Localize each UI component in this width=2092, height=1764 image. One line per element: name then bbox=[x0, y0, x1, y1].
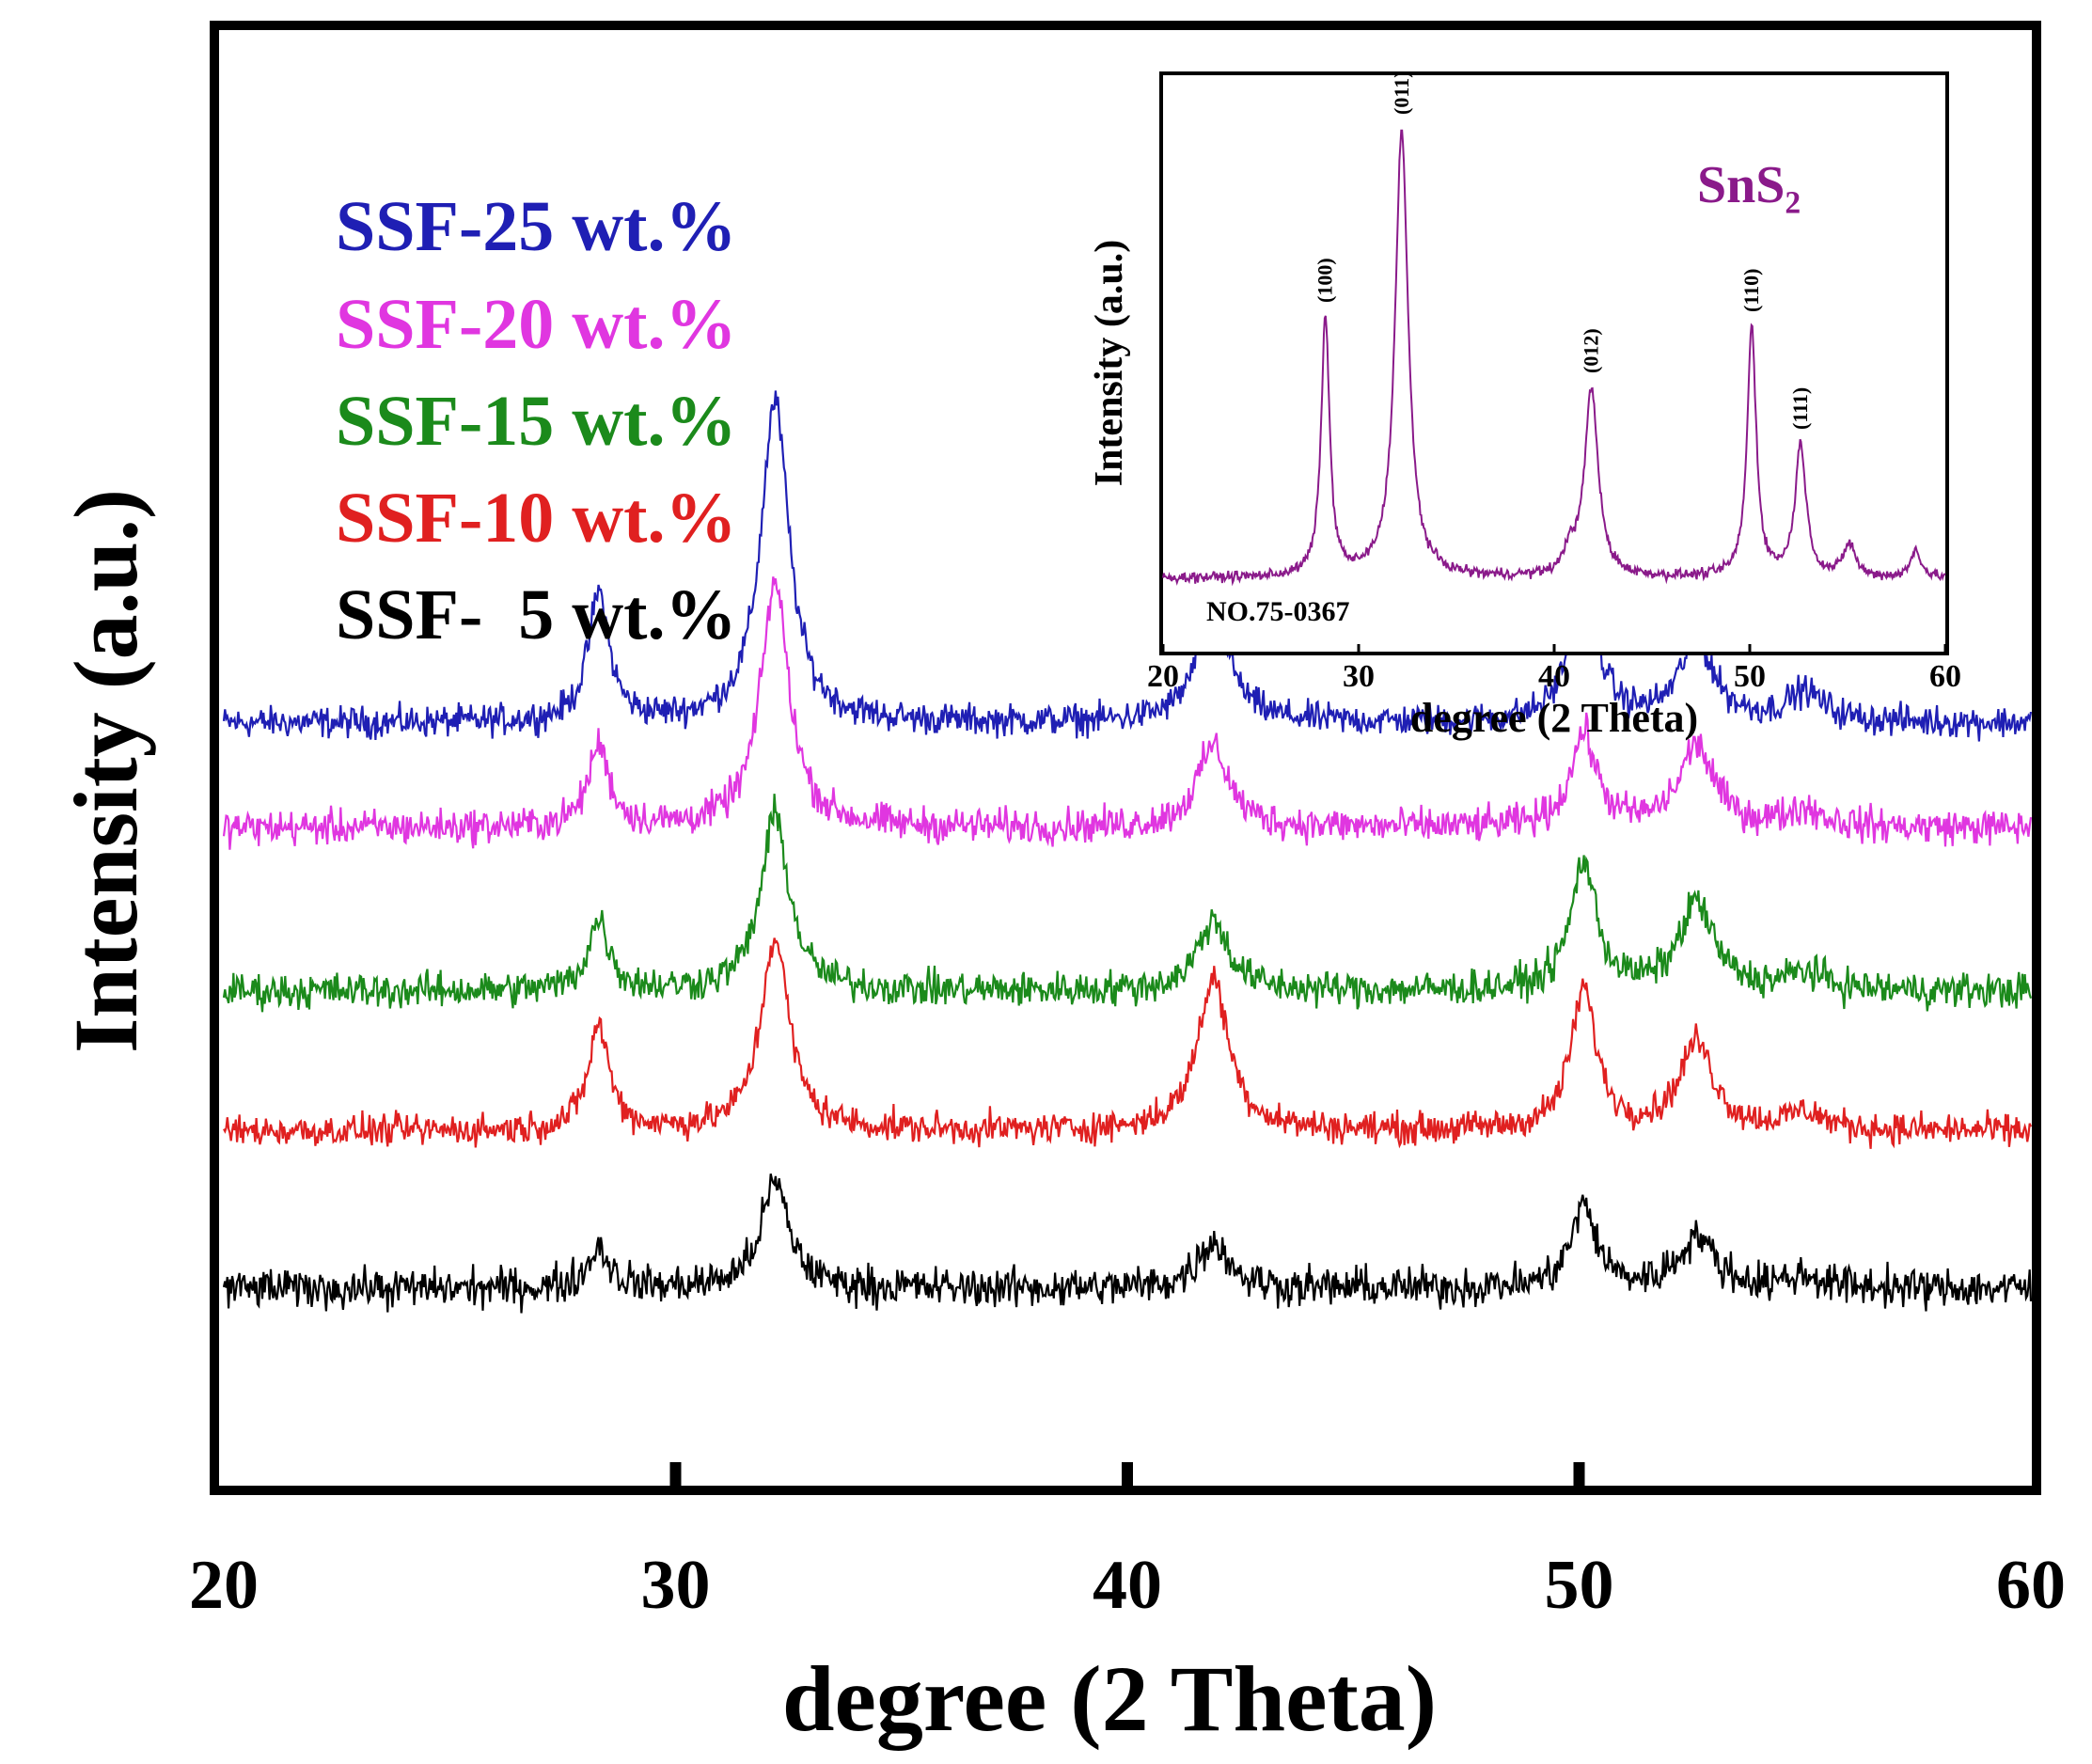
main-x-tick-label-20: 20 bbox=[189, 1547, 259, 1624]
series-line-2 bbox=[222, 794, 2033, 1013]
main-x-tick-label-30: 30 bbox=[641, 1547, 711, 1624]
main-plot-curves bbox=[222, 390, 2033, 1314]
inset-x-tick-label-50: 50 bbox=[1734, 659, 1766, 694]
inset-peak-label: (012) bbox=[1580, 328, 1603, 373]
inset-peak-label: (111) bbox=[1788, 387, 1812, 430]
main-x-ticks: 20 30 40 50 60 bbox=[189, 1462, 2066, 1624]
inset-peak-labels: (100) (011) (012) (110) (111) bbox=[1313, 71, 1813, 430]
main-x-axis-label: degree (2 Theta) bbox=[782, 1646, 1437, 1751]
series-line-1 bbox=[222, 576, 2033, 850]
inset-title: SnS₂ bbox=[1697, 156, 1801, 214]
series-line-0 bbox=[222, 390, 2033, 742]
series-line-3 bbox=[223, 937, 2033, 1149]
series-line-4 bbox=[222, 1173, 2033, 1314]
main-x-tick-label-40: 40 bbox=[1093, 1547, 1162, 1624]
inset-series-line bbox=[1162, 129, 1946, 587]
inset-y-axis-label: Intensity (a.u.) bbox=[1088, 240, 1131, 487]
inset-x-tick-label-60: 60 bbox=[1929, 659, 1961, 694]
legend-entry-ssf-25: SSF-25 wt.% bbox=[336, 187, 736, 266]
inset-x-ticks: 20 30 40 50 60 bbox=[1147, 644, 1961, 694]
inset-peak-label: (110) bbox=[1739, 269, 1763, 312]
main-x-tick-label-60: 60 bbox=[1996, 1547, 2066, 1624]
main-x-tick-label-50: 50 bbox=[1545, 1547, 1614, 1624]
legend-entry-ssf-5: SSF- 5 wt.% bbox=[336, 575, 736, 654]
legend-entry-ssf-10: SSF-10 wt.% bbox=[336, 479, 736, 558]
inset-annotation: NO.75-0367 bbox=[1206, 596, 1350, 627]
legend: SSF-25 wt.% SSF-20 wt.% SSF-15 wt.% SSF-… bbox=[336, 187, 736, 654]
inset-x-axis-label: degree (2 Theta) bbox=[1410, 695, 1698, 741]
inset-curve bbox=[1162, 129, 1946, 587]
inset-peak-label: (011) bbox=[1390, 71, 1413, 115]
inset-x-tick-label-40: 40 bbox=[1538, 659, 1570, 694]
inset-x-tick-label-20: 20 bbox=[1147, 659, 1179, 694]
legend-entry-ssf-15: SSF-15 wt.% bbox=[336, 382, 736, 461]
inset-x-tick-label-30: 30 bbox=[1343, 659, 1375, 694]
legend-entry-ssf-20: SSF-20 wt.% bbox=[336, 285, 736, 364]
inset-peak-label: (100) bbox=[1313, 258, 1337, 303]
main-y-axis-label: Intensity (a.u.) bbox=[55, 489, 156, 1053]
inset-chart: 20 30 40 50 60 (100) (011) (012) (110) (111) SnS… bbox=[1088, 71, 1961, 741]
